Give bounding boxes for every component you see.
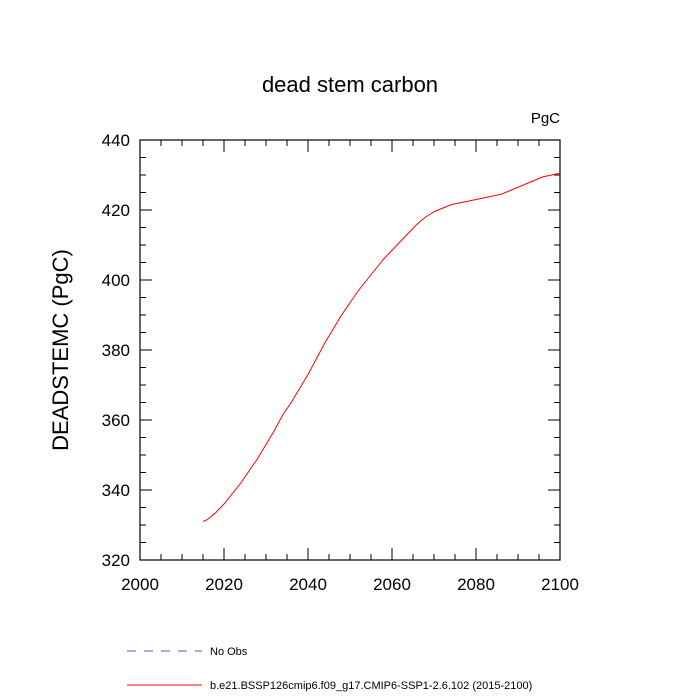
y-tick-label: 340: [102, 481, 130, 500]
y-tick-label: 380: [102, 341, 130, 360]
y-tick-label: 420: [102, 201, 130, 220]
units-label: PgC: [531, 110, 560, 127]
x-tick-label: 2080: [457, 575, 495, 594]
legend-label-simulation: b.e21.BSSP126cmip6.f09_g17.CMIP6-SSP1-2.…: [210, 680, 532, 692]
x-tick-label: 2000: [121, 575, 159, 594]
y-tick-label: 360: [102, 411, 130, 430]
x-tick-label: 2040: [289, 575, 327, 594]
y-axis-label: DEADSTEMC (PgC): [48, 249, 73, 451]
y-tick-label: 320: [102, 551, 130, 570]
y-tick-label: 400: [102, 271, 130, 290]
x-tick-label: 2100: [541, 575, 579, 594]
x-tick-label: 2060: [373, 575, 411, 594]
axis-ticks: 2000 2020 2040 2060 2080 2100 320 340 360 380 400 4…: [102, 131, 579, 594]
series-layer: [202, 172, 561, 522]
y-tick-label: 440: [102, 131, 130, 150]
chart-title: dead stem carbon: [262, 72, 438, 97]
legend-label-no-obs: No Obs: [210, 646, 248, 658]
x-tick-label: 2020: [205, 575, 243, 594]
series-line-1: [202, 172, 561, 522]
legend: No Obs b.e21.BSSP126cmip6.f09_g17.CMIP6-…: [127, 646, 532, 692]
plot-frame: [139, 139, 561, 561]
